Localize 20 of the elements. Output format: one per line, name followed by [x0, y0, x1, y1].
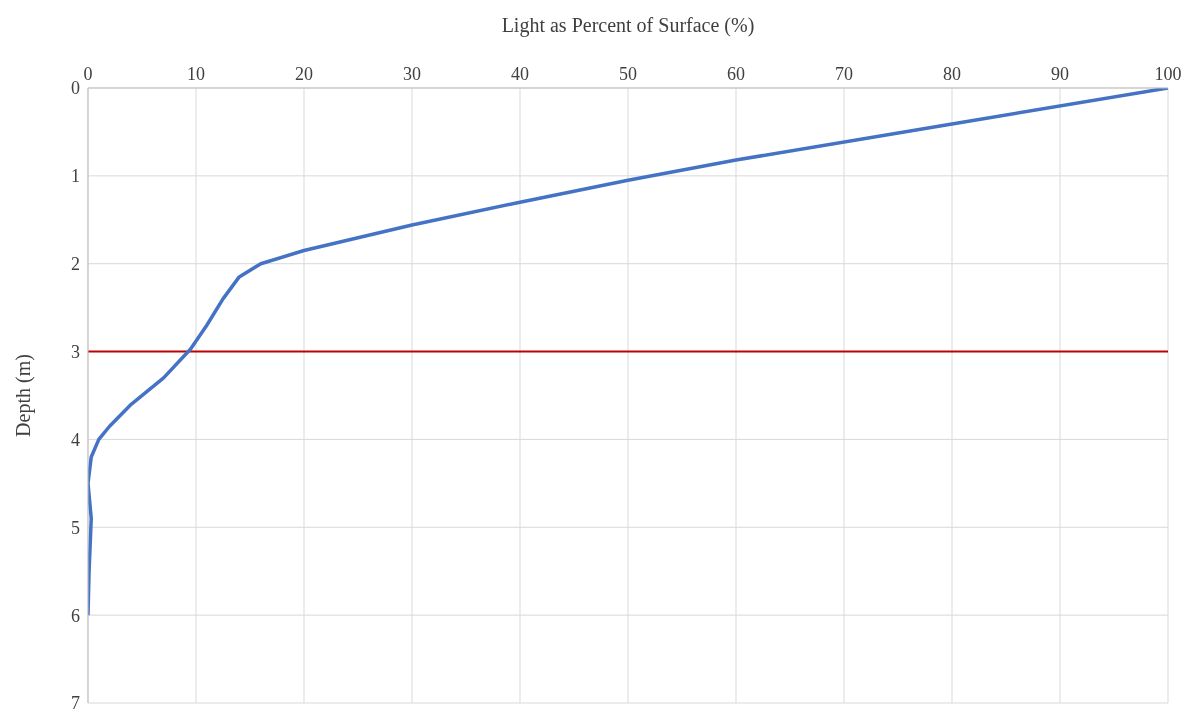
y-tick-label: 6: [71, 605, 80, 626]
x-tick-label: 30: [403, 64, 421, 84]
x-tick-label: 20: [295, 64, 313, 84]
y-tick-label: 5: [71, 517, 80, 538]
y-tick-label: 3: [71, 341, 80, 362]
x-tick-label: 60: [727, 64, 745, 84]
x-axis-title: Light as Percent of Surface (%): [501, 14, 755, 38]
y-tick-label: 4: [71, 429, 80, 450]
x-tick-label: 90: [1051, 64, 1069, 84]
y-tick-label: 7: [71, 693, 80, 714]
x-tick-label: 100: [1154, 64, 1182, 84]
x-tick-label: 70: [835, 64, 853, 84]
x-tick-label: 10: [187, 64, 205, 84]
y-tick-label: 2: [71, 254, 80, 275]
x-tick-label: 50: [619, 64, 637, 84]
x-tick-label: 40: [511, 64, 529, 84]
y-axis-title: Depth (m): [12, 354, 36, 437]
y-tick-label: 1: [71, 166, 80, 187]
y-tick-label: 0: [71, 78, 80, 99]
x-tick-label: 80: [943, 64, 961, 84]
